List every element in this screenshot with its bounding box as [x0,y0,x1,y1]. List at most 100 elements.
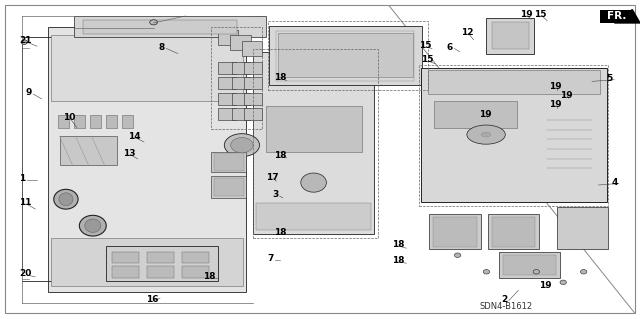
Ellipse shape [467,125,506,144]
Text: 6: 6 [447,43,453,52]
Bar [428,70,600,94]
Bar [232,93,250,105]
Bar [218,93,236,105]
Ellipse shape [301,173,326,192]
Bar [268,21,428,90]
Ellipse shape [483,270,490,274]
Bar [147,252,174,263]
Text: 2: 2 [501,295,508,304]
Bar [242,41,262,56]
Bar [58,115,69,128]
Bar [218,108,236,120]
Bar [244,62,262,74]
Ellipse shape [560,280,566,285]
Bar [244,108,262,120]
Bar [276,31,414,81]
Bar [488,214,539,249]
Bar [211,152,246,172]
Bar [214,153,244,171]
Text: 18: 18 [204,272,216,281]
Bar [214,178,244,196]
Bar [74,115,85,128]
Bar [499,252,560,278]
Text: 10: 10 [63,113,75,122]
Text: 19: 19 [520,10,532,19]
Text: 15: 15 [421,56,434,64]
Bar [211,27,262,129]
Text: 9: 9 [26,88,32,97]
Bar [211,176,246,198]
Ellipse shape [54,189,78,209]
Text: SDN4-B1612: SDN4-B1612 [479,302,532,311]
Bar [232,108,250,120]
Bar [278,33,413,77]
Ellipse shape [231,137,253,153]
Text: 18: 18 [274,73,287,82]
Bar [218,30,238,45]
Text: 12: 12 [461,28,474,37]
Text: 20: 20 [19,269,31,278]
Bar [230,35,251,50]
Text: 21: 21 [19,36,32,45]
Text: 11: 11 [19,198,32,207]
Bar [557,207,608,249]
Ellipse shape [21,40,28,44]
Text: 18: 18 [392,241,404,249]
Ellipse shape [454,253,461,257]
Text: 1: 1 [19,174,26,183]
Ellipse shape [533,270,540,274]
Ellipse shape [580,270,587,274]
Bar [182,266,209,278]
Bar [492,22,529,49]
Ellipse shape [79,215,106,236]
Bar [434,101,517,128]
Bar [218,77,236,89]
Bar [269,26,422,85]
Text: 15: 15 [419,41,432,50]
Text: 18: 18 [274,228,287,237]
Bar [232,62,250,74]
Bar [122,115,133,128]
Bar [60,136,117,165]
Bar [74,16,266,37]
Ellipse shape [85,219,101,232]
Ellipse shape [150,20,157,25]
Bar [486,18,534,54]
Bar [232,77,250,89]
Bar [433,217,477,247]
Bar [244,93,262,105]
Bar [48,27,246,292]
Text: 19: 19 [549,82,562,91]
Bar [147,266,174,278]
Text: 14: 14 [128,132,141,141]
Ellipse shape [59,193,73,206]
Text: 19: 19 [539,281,552,290]
Text: 19: 19 [479,110,492,119]
Bar [182,252,209,263]
Bar [51,238,243,286]
Bar [429,214,481,249]
Bar [600,10,632,23]
Ellipse shape [481,132,491,137]
Bar [112,266,139,278]
Bar [51,35,243,101]
Bar [503,255,556,275]
Bar [492,217,535,247]
Text: 8: 8 [159,43,165,52]
Text: 18: 18 [274,151,287,160]
Text: FR.: FR. [607,11,626,21]
Bar [90,115,101,128]
Text: 4: 4 [611,178,618,187]
Text: 13: 13 [123,149,136,158]
Text: 17: 17 [266,173,278,182]
Text: 3: 3 [272,190,278,199]
Bar [106,115,117,128]
Bar [421,68,607,202]
Bar [106,246,218,281]
Bar [112,252,139,263]
Ellipse shape [225,134,260,157]
Text: 5: 5 [607,74,613,83]
Text: 18: 18 [392,256,404,265]
Bar [253,49,378,238]
Bar [83,20,237,34]
